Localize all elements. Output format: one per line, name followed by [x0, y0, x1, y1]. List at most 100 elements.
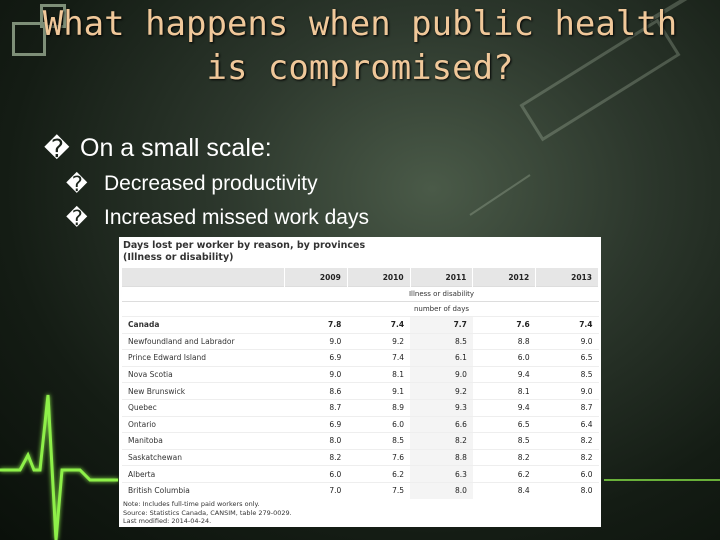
table-cell: 8.4 [472, 481, 536, 499]
table-row: British Columbia 7.0 7.5 8.0 8.4 8.0 [122, 481, 599, 499]
table-row: Newfoundland and Labrador 9.0 9.2 8.5 8.8 9.0 [122, 332, 599, 350]
row-label: Manitoba [122, 432, 285, 450]
table-cell: 8.9 [347, 398, 411, 417]
table-cell: 6.5 [472, 415, 536, 433]
row-label: Newfoundland and Labrador [122, 332, 285, 350]
table-cell: 9.0 [535, 382, 599, 400]
empty-cell [122, 286, 285, 302]
row-label: New Brunswick [122, 382, 285, 400]
table-cell: 8.2 [284, 448, 348, 466]
column-header: 2010 [347, 268, 411, 287]
table-cell: 7.6 [472, 316, 536, 334]
table-row: Manitoba 8.0 8.5 8.2 8.5 8.2 [122, 432, 599, 450]
column-header: 2012 [472, 268, 537, 287]
decorative-square [12, 22, 46, 56]
table-subheader-row: number of days [122, 301, 599, 317]
table-row: Prince Edward Island 6.9 7.4 6.1 6.0 6.5 [122, 349, 599, 367]
row-label: Nova Scotia [122, 365, 285, 383]
table-row: Canada 7.8 7.4 7.7 7.6 7.4 [122, 316, 599, 334]
row-label: Canada [122, 316, 285, 334]
table-cell: 9.4 [472, 398, 536, 417]
table-cell: 9.2 [410, 382, 473, 400]
row-label: Ontario [122, 415, 285, 433]
table-cell: 8.2 [535, 432, 599, 450]
column-header: 2009 [284, 268, 348, 287]
bullet-level-1: � On a small scale: [44, 134, 272, 164]
table-cell: 6.0 [284, 465, 348, 483]
table-cell: 6.2 [472, 465, 536, 483]
bullet-text: Decreased productivity [104, 172, 318, 195]
table-cell: 8.0 [284, 432, 348, 450]
table-row: Ontario 6.9 6.0 6.6 6.5 6.4 [122, 415, 599, 433]
table-cell: 7.4 [347, 349, 411, 367]
table-cell: 8.7 [535, 398, 599, 417]
note-line: Source: Statistics Canada, CANSIM, table… [123, 508, 292, 517]
table-cell: 9.2 [347, 332, 411, 350]
table-cell: 6.2 [347, 465, 411, 483]
table-cell: 7.8 [284, 316, 348, 334]
table-cell: 8.5 [535, 365, 599, 383]
table-cell: 8.5 [347, 432, 411, 450]
table-cell: 8.1 [347, 365, 411, 383]
table-cell: 6.6 [410, 415, 473, 433]
days-lost-table: 2009 2010 2011 2012 2013 Illness or disa… [122, 268, 599, 499]
table-cell: 8.6 [284, 382, 348, 400]
slide-title: What happens when public health is compr… [40, 2, 680, 90]
decorative-square [40, 4, 66, 28]
table-cell: 8.8 [472, 332, 536, 350]
table-cell: 6.9 [284, 349, 348, 367]
table-title: Days lost per worker by reason, by provi… [123, 240, 365, 264]
table-note: Note: Includes full-time paid workers on… [123, 500, 292, 526]
row-label: Quebec [122, 398, 285, 417]
table-cell: 6.0 [347, 415, 411, 433]
row-label: Alberta [122, 465, 285, 483]
note-line: Note: Includes full-time paid workers on… [123, 500, 260, 508]
table-cell: 6.1 [410, 349, 473, 367]
table-cell: 6.9 [284, 415, 348, 433]
bullet-text: On a small scale: [80, 134, 272, 162]
table-cell: 6.0 [535, 465, 599, 483]
table-cell: 7.4 [347, 316, 411, 334]
empty-cell [122, 301, 285, 317]
table-cell: 8.5 [472, 432, 536, 450]
table-row: Nova Scotia 9.0 8.1 9.0 9.4 8.5 [122, 365, 599, 383]
table-header-row: 2009 2010 2011 2012 2013 [122, 268, 599, 287]
bullet-glyph: � [44, 134, 70, 163]
note-line: Last modified: 2014-04-24. [123, 517, 212, 525]
table-row: Alberta 6.0 6.2 6.3 6.2 6.0 [122, 465, 599, 483]
table-cell: 8.1 [472, 382, 536, 400]
reason-label: Illness or disability [284, 286, 599, 302]
table-cell: 7.6 [347, 448, 411, 466]
table-cell: 9.4 [472, 365, 536, 383]
title-line-1: What happens when public health [42, 4, 678, 44]
table-cell: 6.0 [472, 349, 536, 367]
table-cell: 8.5 [410, 332, 473, 350]
row-label: British Columbia [122, 481, 285, 499]
table-cell: 9.0 [410, 365, 473, 383]
table-cell: 9.3 [410, 398, 473, 417]
table-row: New Brunswick 8.6 9.1 9.2 8.1 9.0 [122, 382, 599, 400]
unit-label: number of days [284, 301, 599, 317]
data-table-image: Days lost per worker by reason, by provi… [119, 237, 601, 527]
table-row: Saskatchewan 8.2 7.6 8.8 8.2 8.2 [122, 448, 599, 466]
table-cell: 8.0 [410, 481, 473, 499]
table-cell: 7.7 [410, 316, 473, 334]
table-cell: 9.0 [535, 332, 599, 350]
table-cell: 7.5 [347, 481, 411, 499]
table-cell: 9.1 [347, 382, 411, 400]
bullet-level-2: � Decreased productivity [66, 172, 318, 197]
table-cell: 7.0 [284, 481, 348, 499]
column-header: 2013 [535, 268, 599, 287]
table-cell: 8.7 [284, 398, 348, 417]
table-cell: 8.0 [535, 481, 599, 499]
table-cell: 8.2 [410, 432, 473, 450]
table-cell: 6.5 [535, 349, 599, 367]
bullet-glyph: � [66, 172, 88, 196]
table-title-line-2: (Illness or disability) [123, 252, 234, 263]
row-label: Saskatchewan [122, 448, 285, 466]
table-cell: 9.0 [284, 332, 348, 350]
table-cell: 7.4 [535, 316, 599, 334]
table-cell: 8.2 [472, 448, 536, 466]
table-cell: 9.0 [284, 365, 348, 383]
